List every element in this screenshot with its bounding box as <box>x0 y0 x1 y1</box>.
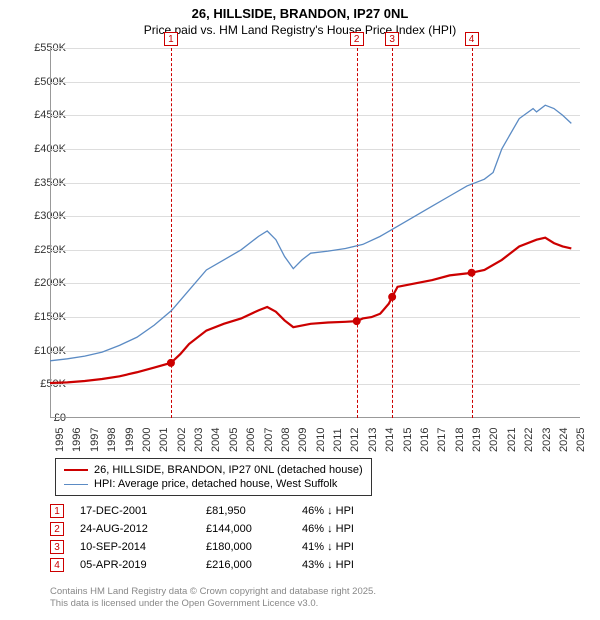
row-date: 10-SEP-2014 <box>80 541 190 553</box>
marker-dot <box>167 359 175 367</box>
x-axis-label: 2002 <box>176 428 188 452</box>
row-diff: 41% ↓ HPI <box>302 541 402 553</box>
x-axis-label: 2004 <box>210 428 222 452</box>
legend-swatch <box>64 484 88 485</box>
x-axis-label: 2008 <box>280 428 292 452</box>
x-axis-label: 2011 <box>332 428 344 452</box>
x-axis-label: 2007 <box>263 428 275 452</box>
x-axis-label: 2009 <box>297 428 309 452</box>
row-price: £216,000 <box>206 559 286 571</box>
x-axis-label: 2006 <box>245 428 257 452</box>
legend-label: HPI: Average price, detached house, West… <box>94 478 337 490</box>
table-row: 4 05-APR-2019 £216,000 43% ↓ HPI <box>50 556 402 574</box>
legend: 26, HILLSIDE, BRANDON, IP27 0NL (detache… <box>55 458 372 496</box>
x-axis-label: 1996 <box>71 428 83 452</box>
legend-label: 26, HILLSIDE, BRANDON, IP27 0NL (detache… <box>94 464 363 476</box>
footer-line-2: This data is licensed under the Open Gov… <box>50 598 376 610</box>
chart-title: 26, HILLSIDE, BRANDON, IP27 0NL <box>0 0 600 21</box>
table-row: 3 10-SEP-2014 £180,000 41% ↓ HPI <box>50 538 402 556</box>
x-axis-label: 2010 <box>315 428 327 452</box>
row-marker: 4 <box>50 558 64 572</box>
row-price: £180,000 <box>206 541 286 553</box>
row-date: 05-APR-2019 <box>80 559 190 571</box>
x-axis-label: 2017 <box>436 428 448 452</box>
x-axis-label: 2001 <box>158 428 170 452</box>
x-axis-label: 2020 <box>488 428 500 452</box>
legend-row: 26, HILLSIDE, BRANDON, IP27 0NL (detache… <box>64 463 363 477</box>
row-date: 17-DEC-2001 <box>80 505 190 517</box>
chart-subtitle: Price paid vs. HM Land Registry's House … <box>0 21 600 37</box>
x-axis-label: 2024 <box>558 428 570 452</box>
marker-dot <box>353 317 361 325</box>
x-axis-label: 2022 <box>523 428 535 452</box>
table-row: 2 24-AUG-2012 £144,000 46% ↓ HPI <box>50 520 402 538</box>
row-diff: 43% ↓ HPI <box>302 559 402 571</box>
x-axis-label: 2014 <box>384 428 396 452</box>
x-axis-label: 2018 <box>454 428 466 452</box>
x-axis-label: 2021 <box>506 428 518 452</box>
x-axis-label: 1995 <box>54 428 66 452</box>
x-axis-label: 2012 <box>349 428 361 452</box>
marker-flag: 1 <box>164 32 178 46</box>
x-axis-label: 2013 <box>367 428 379 452</box>
x-axis-label: 2000 <box>141 428 153 452</box>
row-date: 24-AUG-2012 <box>80 523 190 535</box>
table-row: 1 17-DEC-2001 £81,950 46% ↓ HPI <box>50 502 402 520</box>
x-axis-label: 1998 <box>106 428 118 452</box>
line-plot <box>50 48 580 418</box>
x-axis-label: 2005 <box>228 428 240 452</box>
row-marker: 2 <box>50 522 64 536</box>
x-axis-label: 2003 <box>193 428 205 452</box>
x-axis-label: 1997 <box>89 428 101 452</box>
sale-table: 1 17-DEC-2001 £81,950 46% ↓ HPI 2 24-AUG-2012… <box>50 502 402 574</box>
marker-flag: 2 <box>350 32 364 46</box>
row-diff: 46% ↓ HPI <box>302 505 402 517</box>
row-marker: 3 <box>50 540 64 554</box>
footer-line-1: Contains HM Land Registry data © Crown c… <box>50 586 376 598</box>
marker-flag: 3 <box>385 32 399 46</box>
series-line <box>50 238 571 383</box>
marker-flag: 4 <box>465 32 479 46</box>
footer-text: Contains HM Land Registry data © Crown c… <box>50 586 376 611</box>
row-marker: 1 <box>50 504 64 518</box>
marker-dot <box>468 269 476 277</box>
legend-row: HPI: Average price, detached house, West… <box>64 477 363 491</box>
x-axis-label: 2016 <box>419 428 431 452</box>
x-axis-label: 1999 <box>124 428 136 452</box>
row-diff: 46% ↓ HPI <box>302 523 402 535</box>
x-axis-label: 2025 <box>575 428 587 452</box>
x-axis-label: 2015 <box>402 428 414 452</box>
row-price: £81,950 <box>206 505 286 517</box>
series-line <box>50 105 571 361</box>
x-axis-label: 2019 <box>471 428 483 452</box>
row-price: £144,000 <box>206 523 286 535</box>
marker-dot <box>388 293 396 301</box>
legend-swatch <box>64 469 88 471</box>
x-axis-label: 2023 <box>541 428 553 452</box>
chart-container: 26, HILLSIDE, BRANDON, IP27 0NL Price pa… <box>0 0 600 620</box>
